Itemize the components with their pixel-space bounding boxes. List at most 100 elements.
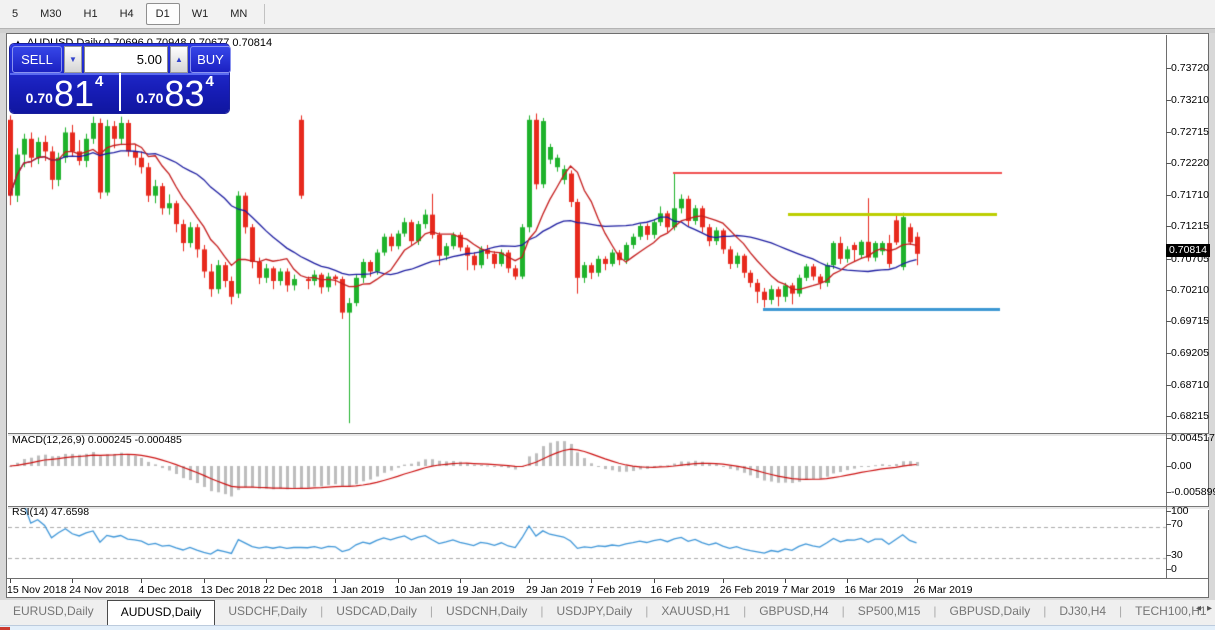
tab-usdcad-daily[interactable]: USDCAD,Daily <box>336 604 417 618</box>
tab-separator: | <box>645 604 649 618</box>
date-tick-label: 22 Dec 2018 <box>263 584 323 596</box>
volume-decrease-icon[interactable]: ▼ <box>64 46 82 73</box>
tab-audusd-daily[interactable]: AUDUSD,Daily <box>106 600 216 625</box>
current-price-tag: 0.70814 <box>1166 244 1210 257</box>
macd-tick-mark <box>1166 492 1171 493</box>
date-tick-label: 16 Feb 2019 <box>650 584 710 596</box>
timeframe-button-m30[interactable]: M30 <box>40 8 62 20</box>
rsi-tick-label: 0 <box>1171 563 1177 575</box>
volume-increase-icon[interactable]: ▲ <box>170 46 188 73</box>
date-tick-label: 29 Jan 2019 <box>526 584 584 596</box>
date-tick-mark <box>785 579 787 583</box>
tab-usdjpy-daily[interactable]: USDJPY,Daily <box>556 604 633 618</box>
date-tick-label: 1 Jan 2019 <box>332 584 385 596</box>
date-tick-label: 15 Nov 2018 <box>7 584 67 596</box>
tab-separator: | <box>933 604 937 618</box>
mdi-strip <box>0 29 1215 33</box>
sell-button[interactable]: SELL <box>12 46 62 73</box>
tab-eurusd-daily[interactable]: EURUSD,Daily <box>13 604 94 618</box>
buy-button[interactable]: BUY <box>190 46 231 73</box>
price-tick-mark <box>1166 289 1171 291</box>
price-tick-label: 0.71710 <box>1171 189 1209 202</box>
rsi-indicator-canvas[interactable] <box>8 508 1166 577</box>
rsi-label: RSI(14) 47.6598 <box>12 506 90 518</box>
timeframe-button-5[interactable]: 5 <box>12 8 19 20</box>
date-tick-mark <box>916 579 918 583</box>
rsi-tick-mark <box>1166 524 1171 525</box>
date-tick-label: 7 Feb 2019 <box>588 584 642 596</box>
price-tick-label: 0.68215 <box>1171 409 1209 422</box>
date-tick-mark <box>266 579 268 583</box>
date-tick-mark <box>847 579 849 583</box>
buy-price-big: 83 <box>164 73 205 114</box>
rsi-tick-mark <box>1166 555 1171 556</box>
date-tick-label: 26 Mar 2019 <box>913 584 973 596</box>
date-tick-mark <box>653 579 655 583</box>
tab-usdchf-daily[interactable]: USDCHF,Daily <box>228 604 308 618</box>
tab-scroll-right-icon[interactable]: ▸ <box>1206 603 1212 614</box>
price-tick-label: 0.73210 <box>1171 94 1209 107</box>
price-tick-mark <box>1166 68 1171 69</box>
tab-separator: | <box>743 604 747 618</box>
timeframe-button-w1[interactable]: W1 <box>191 8 209 20</box>
date-tick-mark <box>141 579 143 583</box>
tab-separator: | <box>320 604 324 618</box>
macd-label: MACD(12,26,9) 0.000245 -0.000485 <box>12 434 182 446</box>
price-tick-label: 0.73720 <box>1171 62 1209 74</box>
buy-price-display[interactable]: 0.70 83 4 <box>121 73 229 114</box>
date-tick-label: 26 Feb 2019 <box>719 584 779 596</box>
buy-price-prefix: 0.70 <box>136 90 164 106</box>
sell-price-display[interactable]: 0.70 81 4 <box>10 73 119 114</box>
timeframe-button-h4[interactable]: H4 <box>119 8 134 20</box>
chart-tabs: EURUSD,Daily AUDUSD,Daily USDCHF,Daily | USD… <box>0 600 1215 625</box>
price-tick-mark <box>1166 321 1171 323</box>
date-tick-mark <box>397 579 399 583</box>
tab-tech100-h1[interactable]: TECH100,H1 <box>1135 604 1207 618</box>
timeframe-button-h1[interactable]: H1 <box>83 8 98 20</box>
price-tick-label: 0.68710 <box>1171 378 1209 391</box>
price-tick-mark <box>1166 226 1171 228</box>
price-tick-mark <box>1166 131 1171 133</box>
price-axis-line <box>1166 35 1167 578</box>
date-tick-label: 10 Jan 2019 <box>394 584 453 596</box>
collapse-panel-icon[interactable]: ▲ <box>14 38 22 47</box>
macd-tick-mark <box>1166 438 1171 439</box>
tab-gbpusd-daily[interactable]: GBPUSD,Daily <box>949 604 1031 618</box>
sell-price-big: 81 <box>53 73 94 114</box>
tab-sp500-m15[interactable]: SP500,M15 <box>857 604 921 618</box>
timeframe-button-mn[interactable]: MN <box>230 8 248 20</box>
rsi-tick-label: 70 <box>1171 518 1183 530</box>
date-tick-mark <box>203 579 205 583</box>
tab-separator: | <box>429 604 433 618</box>
macd-indicator-canvas[interactable] <box>8 436 1166 505</box>
time-axis-line <box>7 578 1208 579</box>
chart-tabs-bar: EURUSD,Daily AUDUSD,Daily USDCHF,Daily | USD… <box>0 600 1215 625</box>
rsi-tick-label: 100 <box>1171 505 1189 517</box>
tab-gbpusd-h4[interactable]: GBPUSD,H4 <box>759 604 829 618</box>
tab-separator: | <box>841 604 845 618</box>
price-tick-label: 0.70210 <box>1171 283 1209 296</box>
tab-separator: | <box>1043 604 1047 618</box>
date-tick-label: 24 Nov 2018 <box>69 584 129 596</box>
tab-separator: | <box>540 604 544 618</box>
tab-scroll-buttons: ◂ ▸ <box>1196 603 1212 614</box>
volume-input[interactable] <box>84 46 168 73</box>
tab-scroll-left-icon[interactable]: ◂ <box>1195 603 1201 614</box>
sell-price-sup: 4 <box>94 73 104 90</box>
status-bar <box>0 625 1215 630</box>
price-tick-label: 0.72220 <box>1171 156 1209 169</box>
toolbar-separator <box>264 4 266 24</box>
price-tick-mark <box>1166 353 1171 355</box>
price-tick-mark <box>1166 258 1171 260</box>
timeframe-toolbar: 5 M30 H1 H4 D1 W1 MN <box>0 0 1215 29</box>
tab-usdcnh-daily[interactable]: USDCNH,Daily <box>446 604 528 618</box>
price-tick-mark <box>1166 162 1171 164</box>
date-tick-label: 4 Dec 2018 <box>138 584 193 596</box>
tab-dj30-h4[interactable]: DJ30,H4 <box>1059 604 1107 618</box>
status-progress-fragment <box>0 627 10 630</box>
rsi-tick-label: 30 <box>1171 549 1183 561</box>
timeframe-button-d1[interactable]: D1 <box>145 3 180 25</box>
tab-xauusd-h1[interactable]: XAUUSD,H1 <box>661 604 731 618</box>
tab-separator: | <box>1119 604 1123 618</box>
